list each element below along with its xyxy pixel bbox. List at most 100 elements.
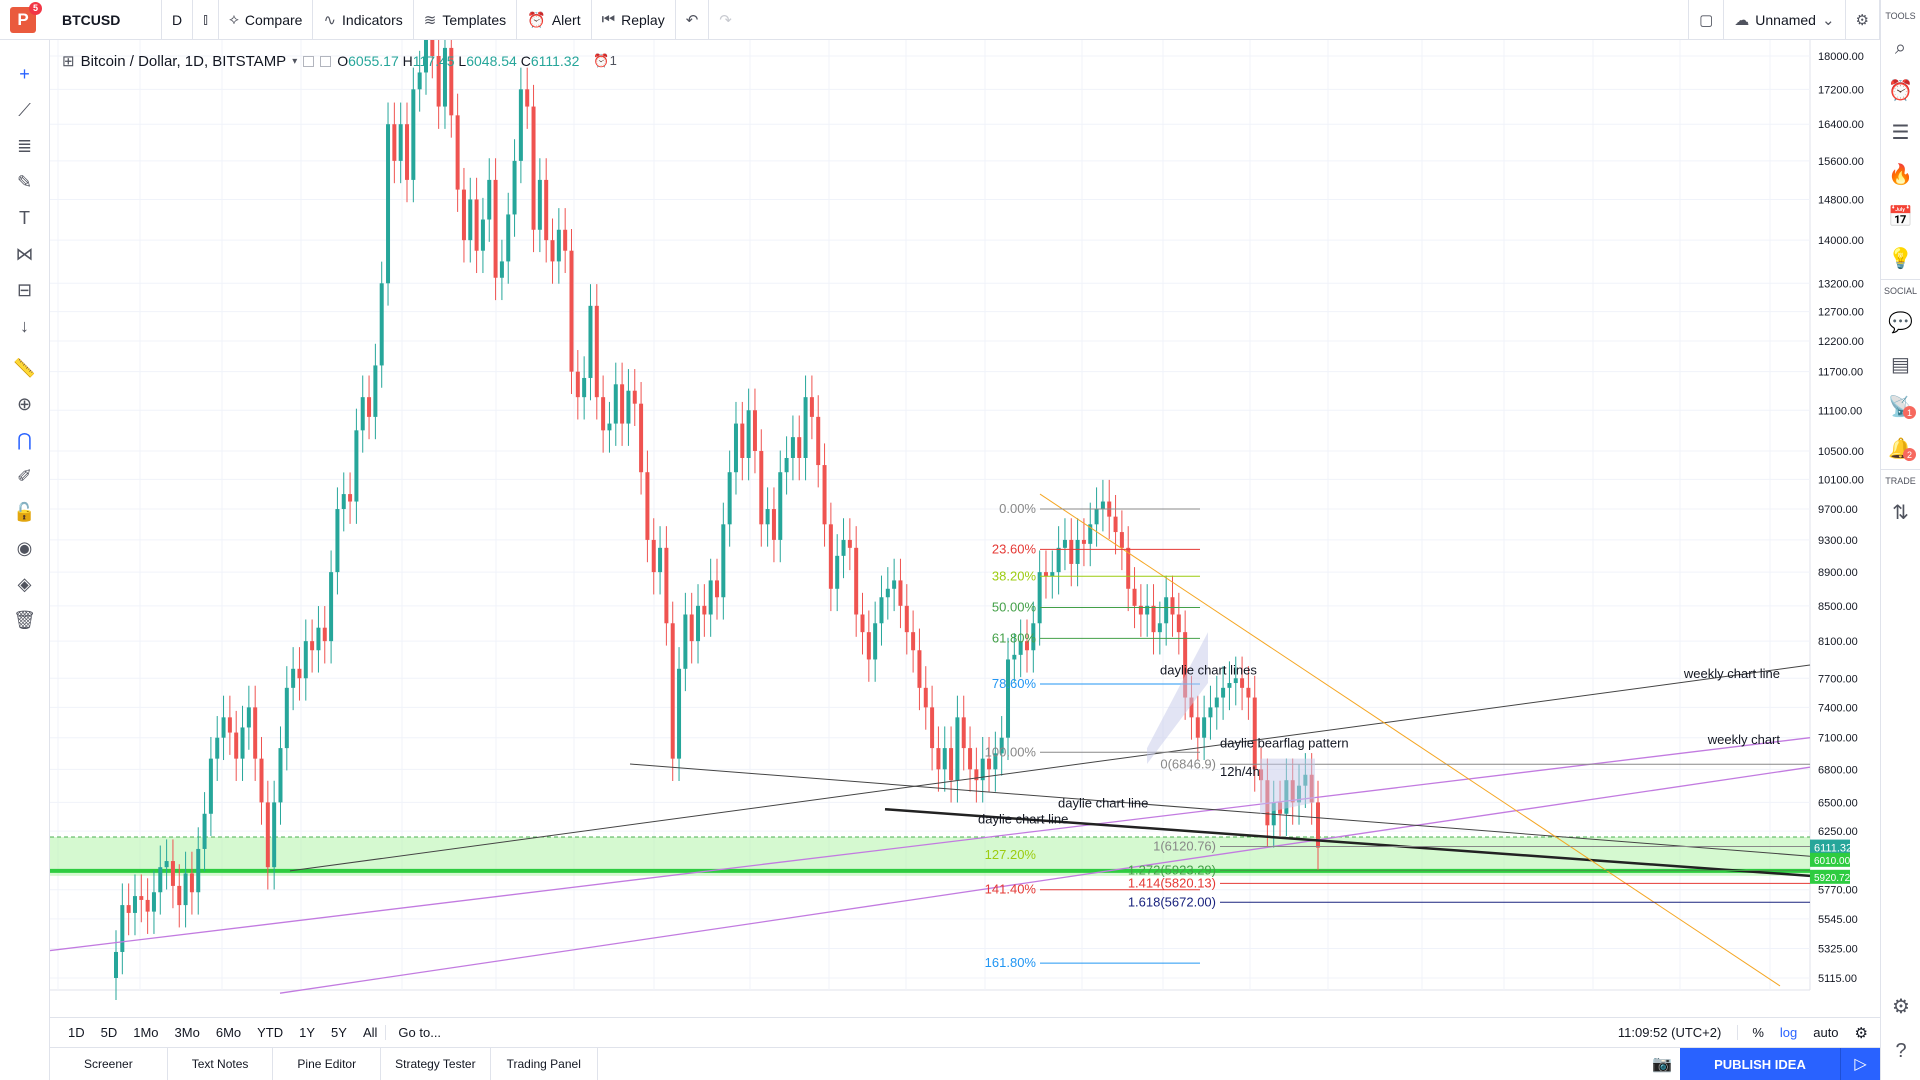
range-1d[interactable]: 1D [68, 1025, 85, 1040]
weekly-chart-purple-line-lower[interactable] [279, 766, 1811, 994]
unlock-icon[interactable]: 🔓 [13, 501, 36, 522]
candle-body[interactable] [999, 737, 1004, 754]
candle-body[interactable] [1252, 697, 1257, 770]
candle-body[interactable] [664, 547, 669, 624]
percent-scale-toggle[interactable]: % [1737, 1025, 1764, 1040]
candle-body[interactable] [158, 867, 163, 893]
candle-body[interactable] [196, 848, 201, 893]
candle-body[interactable] [208, 758, 213, 814]
candle-body[interactable] [1208, 707, 1213, 718]
candle-body[interactable] [974, 769, 979, 781]
candle-body[interactable] [164, 861, 169, 868]
goto-button[interactable]: Go to... [385, 1025, 449, 1040]
notifications-icon[interactable]: 🔔 2 [1881, 427, 1920, 469]
weekly-chart-purple-line[interactable] [50, 737, 1811, 952]
candle-body[interactable] [1050, 572, 1055, 577]
candle-body[interactable] [265, 802, 270, 868]
candle-body[interactable] [594, 305, 599, 398]
chart-pane[interactable]: 18000.00 17200.00 16400.00 15600.00 14800.00… [50, 40, 1880, 1000]
candle-body[interactable] [708, 580, 713, 615]
candle-body[interactable] [1126, 547, 1131, 589]
candle-body[interactable] [411, 89, 416, 180]
candle-body[interactable] [139, 896, 144, 900]
candle-body[interactable] [1138, 605, 1143, 615]
magnet-icon[interactable]: ⋂ [17, 429, 32, 450]
ruler-icon[interactable]: 📏 [13, 357, 36, 378]
ideas-stream-icon[interactable]: ▤ [1891, 353, 1910, 376]
candle-body[interactable] [322, 627, 327, 642]
candle-body[interactable] [1316, 802, 1320, 848]
pattern-tool-icon[interactable]: ⋈ [15, 243, 34, 264]
candle-body[interactable] [1018, 641, 1023, 655]
candle-body[interactable] [316, 627, 321, 651]
candle-body[interactable] [841, 539, 846, 556]
layers-icon[interactable]: ◈ [17, 573, 32, 594]
candle-body[interactable] [784, 457, 789, 473]
candle-body[interactable] [993, 753, 998, 770]
candle-body[interactable] [1176, 614, 1181, 633]
candle-body[interactable] [499, 261, 504, 278]
fib-tool-icon[interactable]: ≣ [16, 135, 33, 156]
candle-body[interactable] [847, 539, 852, 548]
candle-body[interactable] [126, 905, 131, 913]
compare-button[interactable]: ⟡ Compare [219, 0, 314, 40]
replay-button[interactable]: ⏮ Replay [592, 0, 676, 40]
candle-body[interactable] [809, 397, 814, 417]
candle-body[interactable] [923, 687, 928, 708]
redo-button[interactable]: ↷ [709, 0, 742, 40]
candle-body[interactable] [297, 668, 302, 679]
candle-body[interactable] [980, 758, 985, 781]
candle-body[interactable] [1221, 687, 1226, 698]
candle-body[interactable] [114, 951, 118, 978]
hotlist-icon[interactable]: 🔥 [1888, 163, 1913, 186]
candle-body[interactable] [145, 899, 150, 912]
candle-body[interactable] [386, 124, 391, 284]
candle-body[interactable] [790, 437, 795, 458]
candle-body[interactable] [537, 179, 542, 230]
candle-body[interactable] [354, 430, 359, 502]
candle-body[interactable] [474, 199, 479, 251]
candle-body[interactable] [1202, 717, 1207, 738]
candle-body[interactable] [582, 377, 587, 398]
candle-body[interactable] [430, 40, 435, 57]
candle-body[interactable] [1132, 588, 1137, 606]
alert-button[interactable]: ⏰ Alert [517, 0, 592, 40]
candle-body[interactable] [221, 717, 226, 738]
candle-body[interactable] [202, 813, 207, 849]
candle-body[interactable] [284, 687, 289, 749]
candle-body[interactable] [329, 572, 334, 642]
watchlist-icon[interactable]: ☰ [1891, 121, 1910, 144]
candle-body[interactable] [626, 390, 631, 424]
candle-body[interactable] [272, 802, 277, 868]
candle-body[interactable] [215, 737, 220, 759]
orange-descending-line[interactable] [1039, 493, 1781, 987]
candle-body[interactable] [348, 494, 353, 502]
candle-body[interactable] [379, 283, 384, 366]
candle-body[interactable] [1164, 597, 1169, 624]
candle-body[interactable] [512, 160, 517, 215]
streams-icon[interactable]: 📡 1 [1881, 385, 1920, 427]
range-1y[interactable]: 1Y [299, 1025, 316, 1040]
candle-body[interactable] [493, 179, 498, 278]
interval-button[interactable]: D [162, 0, 194, 40]
candle-body[interactable] [398, 124, 403, 161]
publish-idea-button[interactable]: PUBLISH IDEA [1680, 1047, 1840, 1080]
candle-body[interactable] [727, 472, 732, 525]
candle-body[interactable] [234, 732, 239, 759]
candle-body[interactable] [771, 509, 776, 540]
candle-body[interactable] [721, 524, 726, 598]
candle-body[interactable] [740, 423, 745, 458]
trading-panel-icon[interactable]: ⇅ [1892, 501, 1909, 524]
candle-body[interactable] [132, 896, 137, 913]
candle-body[interactable] [658, 547, 663, 573]
candle-body[interactable] [645, 472, 650, 540]
candle-body[interactable] [1183, 632, 1188, 698]
candle-body[interactable] [835, 555, 840, 589]
candle-body[interactable] [1170, 597, 1175, 615]
candle-body[interactable] [227, 717, 232, 733]
candle-body[interactable] [1113, 516, 1118, 533]
log-scale-toggle[interactable]: log [1779, 1025, 1798, 1040]
candle-body[interactable] [278, 748, 283, 803]
brush-icon[interactable]: ✎ [16, 171, 33, 192]
candle-body[interactable] [360, 397, 365, 431]
